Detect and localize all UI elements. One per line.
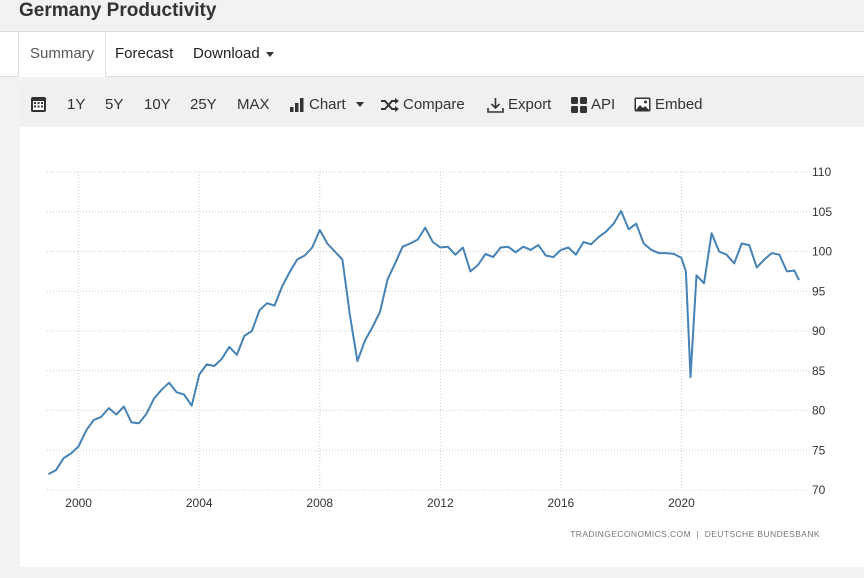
range-10y[interactable]: 10Y: [144, 96, 171, 113]
line-chart: 70 75 80 85 90 95 100 105 110 2000 2004 2008 2012 20…: [47, 165, 832, 539]
compare-label: Compare: [403, 96, 465, 113]
range-5y[interactable]: 5Y: [105, 96, 124, 113]
range-25y[interactable]: 25Y: [190, 96, 217, 113]
y-tick-label: 105: [812, 205, 832, 219]
grid-icon: [571, 96, 587, 113]
x-tick-label: 2008: [306, 496, 333, 510]
embed-button[interactable]: Embed: [634, 82, 703, 127]
x-tick-label: 2012: [427, 496, 454, 510]
compare-button[interactable]: Compare: [381, 82, 465, 127]
y-tick-label: 95: [812, 284, 826, 298]
image-icon: [634, 97, 651, 112]
tab-download[interactable]: Download: [193, 32, 274, 76]
calendar-icon: [31, 97, 46, 112]
chart-toolbar: 1Y 5Y 10Y 25Y MAX Chart Compare Export A…: [20, 82, 864, 128]
calendar-button[interactable]: [30, 82, 47, 127]
x-tick-label: 2004: [186, 496, 213, 510]
y-tick-label: 75: [812, 443, 826, 457]
chart-type-button[interactable]: Chart: [290, 82, 364, 127]
source-credit: TRADINGECONOMICS.COM | DEUTSCHE BUNDESBA…: [570, 529, 820, 539]
embed-label: Embed: [655, 96, 703, 113]
range-max[interactable]: MAX: [237, 96, 270, 113]
caret-down-icon: [355, 102, 364, 107]
bar-chart-icon: [290, 97, 304, 112]
series-line: [48, 210, 800, 475]
y-tick-label: 85: [812, 364, 826, 378]
caret-down-icon: [265, 51, 274, 57]
api-label: API: [591, 96, 616, 113]
tab-forecast[interactable]: Forecast: [115, 45, 174, 62]
x-tick-label: 2000: [65, 496, 92, 510]
export-label: Export: [508, 96, 552, 113]
tab-bar: Summary Forecast Download: [0, 31, 864, 77]
page-title: Germany Productivity: [19, 0, 217, 21]
y-tick-label: 70: [812, 483, 826, 497]
tab-summary[interactable]: Summary: [18, 32, 107, 77]
x-tick-label: 2016: [548, 496, 575, 510]
y-tick-label: 80: [812, 404, 826, 418]
range-1y[interactable]: 1Y: [67, 96, 86, 113]
export-button[interactable]: Export: [487, 82, 551, 127]
y-tick-label: 110: [812, 165, 831, 179]
chart-type-label: Chart: [309, 96, 346, 113]
chart-panel: 70 75 80 85 90 95 100 105 110 2000 2004 2008 2012 20…: [20, 127, 864, 567]
api-button[interactable]: API: [571, 82, 615, 127]
download-icon: [487, 97, 504, 113]
x-tick-label: 2020: [668, 496, 695, 510]
y-tick-label: 100: [812, 245, 832, 259]
y-tick-label: 90: [812, 324, 826, 338]
shuffle-icon: [381, 97, 399, 112]
tab-download-label: Download: [193, 45, 260, 62]
